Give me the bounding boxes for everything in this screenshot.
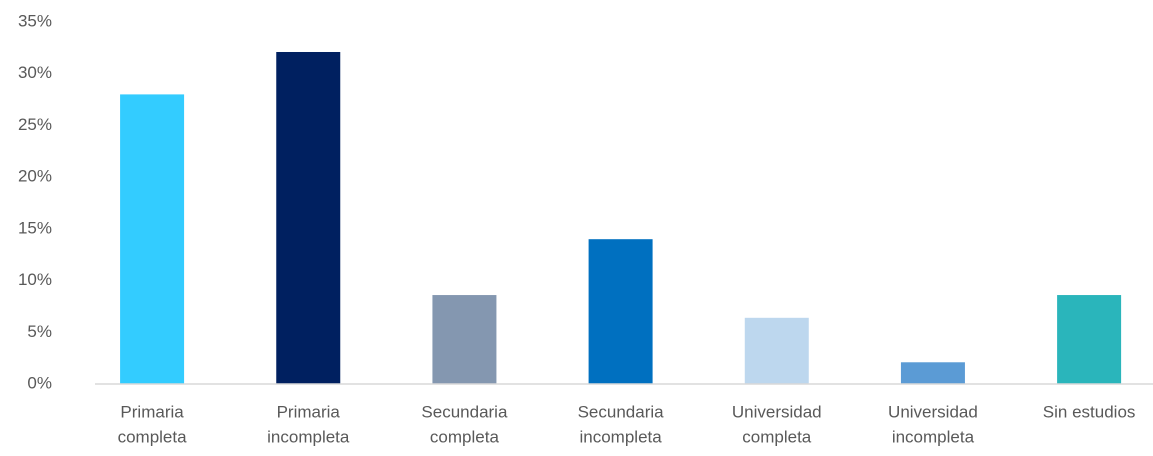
bar — [276, 51, 341, 384]
x-tick-label: completa — [430, 427, 500, 446]
y-tick-label: 30% — [18, 63, 52, 82]
bar — [1057, 295, 1122, 384]
y-tick-label: 15% — [18, 218, 52, 237]
x-tick-label: Universidad — [732, 402, 822, 421]
x-tick-label: Primaria — [120, 402, 184, 421]
y-tick-label: 25% — [18, 115, 52, 134]
x-tick-label: Sin estudios — [1043, 402, 1136, 421]
x-tick-label: Secundaria — [421, 402, 508, 421]
y-tick-label: 20% — [18, 167, 52, 186]
y-tick-label: 5% — [27, 322, 52, 341]
bar — [120, 94, 185, 385]
x-tick-label: Primaria — [277, 402, 341, 421]
bar — [900, 362, 965, 384]
x-tick-label: incompleta — [267, 427, 350, 446]
x-tick-label: completa — [118, 427, 188, 446]
x-tick-label: Universidad — [888, 402, 978, 421]
x-tick-label: Secundaria — [578, 402, 665, 421]
y-tick-label: 35% — [18, 11, 52, 30]
bar — [432, 295, 497, 384]
x-tick-label: completa — [742, 427, 812, 446]
y-tick-label: 0% — [27, 373, 52, 392]
x-tick-label: incompleta — [892, 427, 975, 446]
bar — [588, 239, 653, 384]
x-tick-label: incompleta — [579, 427, 662, 446]
bar — [744, 317, 809, 384]
y-tick-label: 10% — [18, 270, 52, 289]
